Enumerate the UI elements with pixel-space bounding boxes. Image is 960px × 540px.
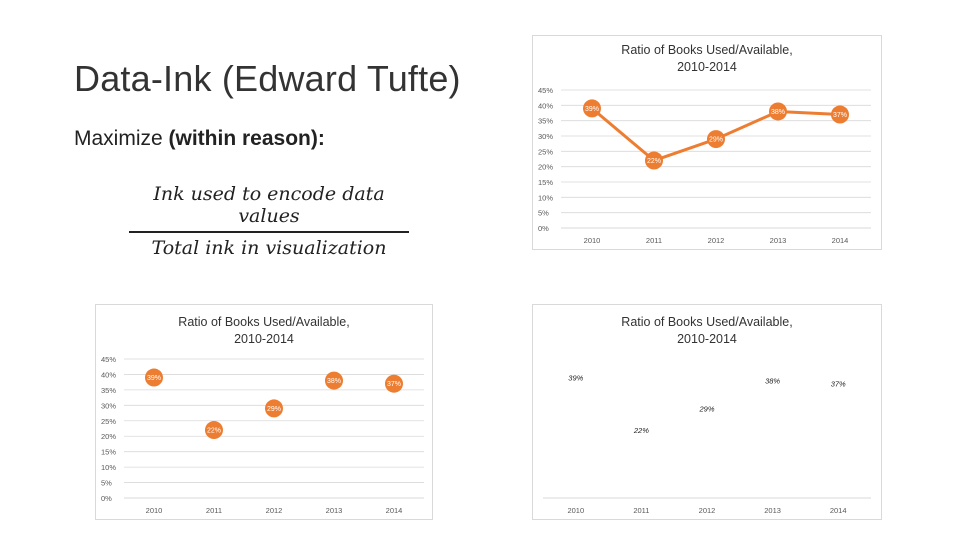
y-tick-label: 45% (101, 355, 116, 364)
data-label: 38% (771, 109, 785, 116)
x-tick-label: 2014 (832, 236, 849, 245)
y-tick-label: 5% (538, 209, 549, 218)
data-point-marker (145, 368, 163, 387)
data-point-marker (385, 374, 403, 393)
data-label: 22% (207, 428, 221, 435)
chart-title: Ratio of Books Used/Available, 2010-2014 (533, 42, 881, 76)
x-tick-label: 2010 (567, 506, 584, 515)
data-label: 22% (647, 158, 661, 165)
y-tick-label: 0% (538, 224, 549, 233)
chart-title-line-2: 2010-2014 (677, 60, 737, 74)
data-label: 39% (585, 106, 599, 113)
chart-title: Ratio of Books Used/Available, 2010-2014 (533, 314, 881, 348)
formula-denominator: Total ink in visualization (151, 237, 387, 259)
maximize-prefix: Maximize (74, 127, 169, 150)
x-tick-label: 2010 (146, 506, 163, 515)
formula-numerator: Ink used to encode data values (153, 183, 385, 227)
chart-title-line-1: Ratio of Books Used/Available, (621, 315, 793, 329)
data-point-marker (265, 399, 283, 418)
chart-line-with-markers: Ratio of Books Used/Available, 2010-2014… (532, 35, 882, 250)
x-tick-label: 2012 (699, 506, 716, 515)
data-label: 39% (568, 374, 583, 383)
data-label: 29% (267, 406, 281, 413)
data-label: 29% (709, 137, 723, 144)
data-label: 22% (633, 426, 649, 435)
y-tick-label: 45% (538, 86, 553, 95)
y-tick-label: 5% (101, 479, 112, 488)
x-tick-label: 2013 (764, 506, 781, 515)
x-tick-label: 2013 (770, 236, 787, 245)
y-tick-label: 25% (101, 417, 116, 426)
x-tick-label: 2012 (708, 236, 725, 245)
data-ink-ratio-formula: Ink used to encode data values Total ink… (128, 183, 410, 259)
data-label: 37% (831, 380, 846, 389)
chart-plot: 45% 40% 35% 30% 25% 20% 15% 10% 5% 0% 2010 2011 2012… (538, 86, 871, 245)
y-tick-label: 35% (101, 386, 116, 395)
data-label: 37% (833, 112, 847, 119)
data-point-marker (645, 151, 663, 170)
y-tick-label: 40% (538, 101, 553, 110)
y-tick-label: 15% (538, 178, 553, 187)
y-tick-label: 30% (538, 132, 553, 141)
maximize-text: Maximize (within reason): (74, 127, 325, 151)
data-label: 37% (387, 381, 401, 388)
y-tick-label: 20% (101, 432, 116, 441)
data-label: 38% (765, 377, 780, 386)
chart-title-line-1: Ratio of Books Used/Available, (621, 43, 793, 57)
x-tick-label: 2013 (326, 506, 343, 515)
data-label: 38% (327, 378, 341, 385)
chart-plot: 45% 40% 35% 30% 25% 20% 15% 10% 5% 0% 2010 2011 2012… (101, 355, 424, 515)
y-tick-label: 15% (101, 448, 116, 457)
y-tick-label: 0% (101, 494, 112, 503)
y-tick-label: 10% (538, 193, 553, 202)
fraction-bar (129, 231, 409, 233)
chart-title: Ratio of Books Used/Available, 2010-2014 (96, 314, 432, 348)
maximize-bold: (within reason): (168, 127, 325, 150)
slide-title: Data-Ink (Edward Tufte) (74, 58, 461, 99)
chart-title-line-1: Ratio of Books Used/Available, (178, 315, 350, 329)
y-tick-label: 30% (101, 401, 116, 410)
data-point-marker (769, 102, 787, 121)
data-point-marker (205, 421, 223, 440)
x-tick-label: 2011 (646, 236, 662, 245)
data-point-marker (707, 130, 725, 149)
x-tick-label: 2014 (830, 506, 847, 515)
data-label: 39% (147, 375, 161, 382)
data-point-marker (831, 105, 849, 124)
x-tick-label: 2012 (266, 506, 283, 515)
chart-plot: 2010 2011 2012 2013 2014 39% 22% 29% 38% 37% (543, 374, 871, 515)
chart-title-line-2: 2010-2014 (234, 332, 294, 346)
x-tick-label: 2011 (206, 506, 222, 515)
chart-title-line-2: 2010-2014 (677, 332, 737, 346)
y-tick-label: 25% (538, 147, 553, 156)
x-tick-label: 2011 (633, 506, 649, 515)
y-tick-label: 20% (538, 163, 553, 172)
y-tick-label: 10% (101, 463, 116, 472)
data-label: 29% (698, 404, 714, 413)
y-tick-label: 35% (538, 117, 553, 126)
y-tick-label: 40% (101, 370, 116, 379)
chart-markers-only: Ratio of Books Used/Available, 2010-2014… (95, 304, 433, 520)
data-point-marker (583, 99, 601, 118)
x-tick-label: 2014 (386, 506, 403, 515)
x-tick-label: 2010 (584, 236, 601, 245)
chart-labels-only: Ratio of Books Used/Available, 2010-2014… (532, 304, 882, 520)
data-point-marker (325, 371, 343, 390)
